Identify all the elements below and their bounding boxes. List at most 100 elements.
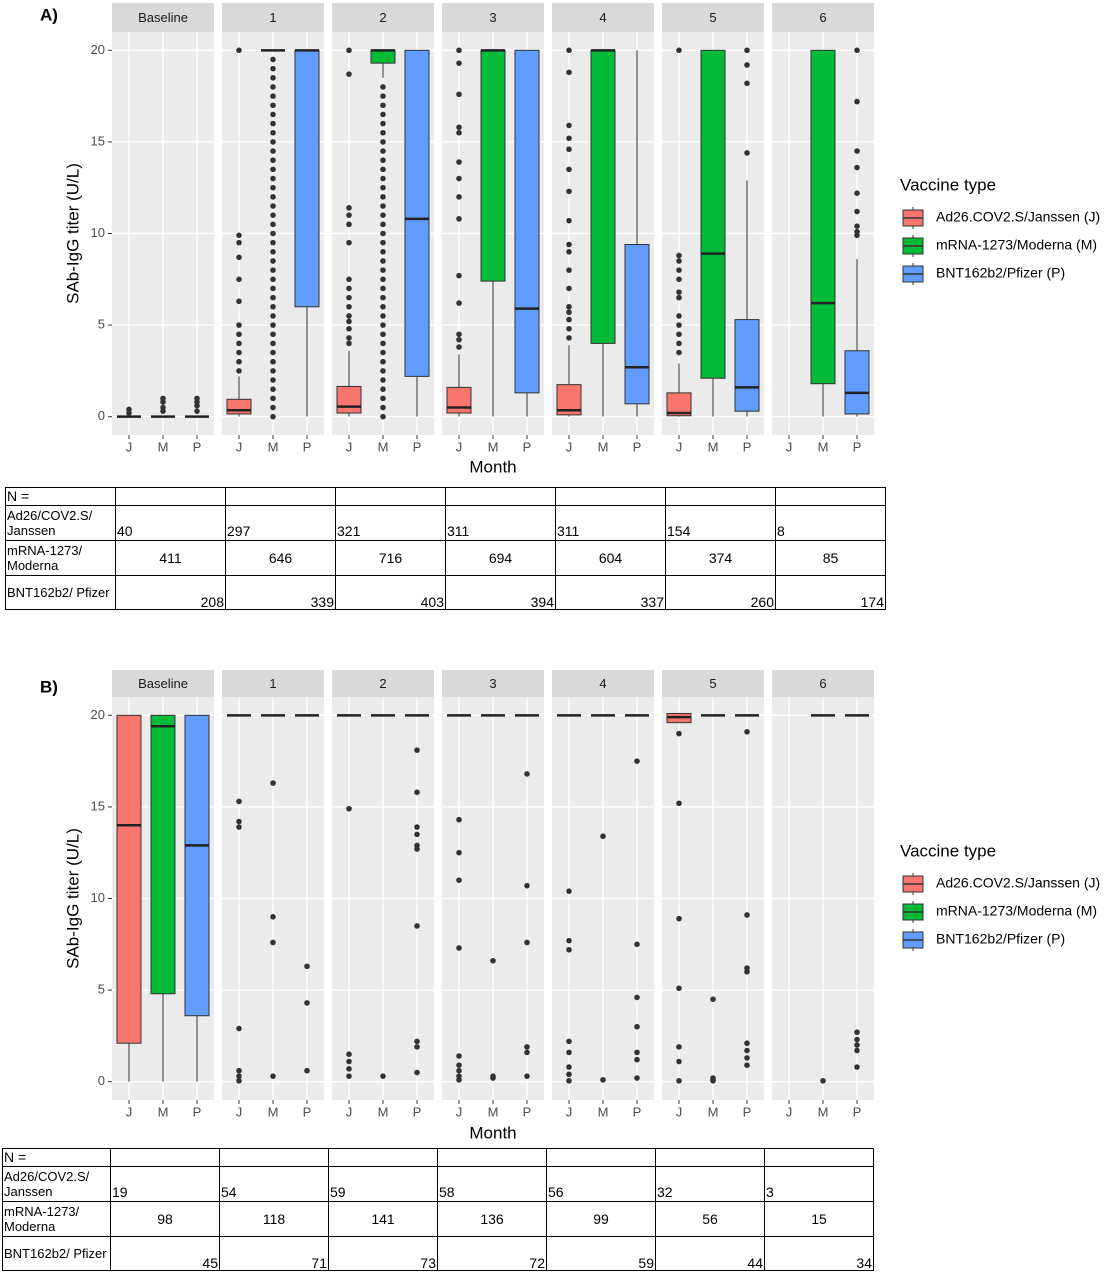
outlier	[566, 47, 572, 54]
outlier	[236, 331, 242, 338]
outlier	[854, 1036, 860, 1043]
facet-label: 5	[709, 676, 716, 691]
strip-bg	[112, 670, 214, 697]
outlier	[414, 846, 420, 852]
outlier	[270, 157, 276, 164]
facet-label: 5	[709, 10, 716, 25]
table-cell	[438, 1149, 547, 1167]
x-tick-label: P	[413, 439, 422, 454]
strip-bg	[442, 3, 544, 32]
outlier	[456, 159, 462, 165]
legend-label: Ad26.COV2.S/Janssen (J)	[936, 209, 1100, 225]
outlier	[456, 1077, 462, 1083]
outlier	[236, 1077, 242, 1084]
outlier	[676, 322, 682, 328]
outlier	[270, 184, 276, 191]
outlier	[744, 1040, 750, 1047]
outlier	[414, 747, 420, 753]
x-tick-label: J	[566, 1104, 573, 1119]
table-value: 44	[656, 1237, 765, 1271]
outlier	[346, 1066, 352, 1072]
x-tick-label: J	[456, 439, 463, 454]
outlier	[270, 230, 276, 237]
outlier	[236, 349, 242, 356]
table-value: 45	[111, 1237, 220, 1271]
outlier	[744, 150, 750, 156]
strip-bg	[222, 670, 324, 697]
outlier	[456, 331, 462, 338]
outlier	[854, 1042, 860, 1048]
outlier	[634, 758, 640, 764]
outlier	[744, 1062, 750, 1068]
row-label: Ad26/COV2.S/ Janssen	[6, 506, 116, 541]
box	[150, 714, 176, 995]
outlier	[380, 249, 386, 255]
strip-bg	[112, 3, 214, 32]
outlier	[854, 1047, 860, 1054]
box	[370, 49, 396, 64]
x-tick-label: J	[346, 1104, 353, 1119]
outlier	[160, 395, 166, 402]
outlier	[414, 1069, 420, 1076]
table-value: 32	[656, 1167, 765, 1202]
outlier	[524, 1044, 530, 1050]
box	[624, 243, 650, 405]
x-tick-label: M	[378, 439, 389, 454]
outlier	[634, 1023, 640, 1030]
outlier	[414, 1044, 420, 1050]
table-value: 136	[438, 1202, 547, 1237]
x-tick-label: P	[193, 439, 202, 454]
outlier	[380, 148, 386, 154]
table-value: 56	[547, 1167, 656, 1202]
outlier	[270, 349, 276, 356]
table-header-row: N =	[6, 488, 886, 506]
outlier	[380, 395, 386, 402]
outlier	[380, 111, 386, 118]
table-value: 260	[666, 576, 776, 610]
box	[700, 49, 726, 379]
outlier	[346, 318, 352, 325]
x-tick-label: P	[193, 1104, 202, 1119]
outlier	[566, 267, 572, 273]
table-cell	[776, 488, 886, 506]
outlier	[270, 102, 276, 109]
table-value: 154	[666, 506, 776, 541]
table-row: Ad26/COV2.S/ Janssen 40 297 321 311 311 154 8	[6, 506, 886, 541]
x-tick-label: M	[818, 439, 829, 454]
outlier	[456, 849, 462, 856]
outlier	[236, 798, 242, 805]
outlier	[566, 888, 572, 894]
outlier	[380, 322, 386, 328]
table-row: BNT162b2/ Pfizer 45 71 73 72 59 44 34	[3, 1237, 874, 1271]
outlier	[270, 276, 276, 283]
table-value: 374	[666, 541, 776, 576]
table-cell	[666, 488, 776, 506]
table-value: 297	[226, 506, 336, 541]
outlier	[270, 175, 276, 182]
outlier	[270, 404, 276, 411]
outlier	[160, 404, 166, 411]
outlier	[566, 69, 572, 76]
outlier	[270, 413, 276, 420]
outlier	[236, 1067, 242, 1074]
outlier	[380, 258, 386, 264]
outlier	[566, 303, 572, 310]
row-label: BNT162b2/ Pfizer	[3, 1237, 111, 1271]
x-tick-label: J	[126, 439, 133, 454]
x-tick-label: P	[523, 1104, 532, 1119]
table-value: 311	[556, 506, 666, 541]
outlier	[854, 228, 860, 235]
y-tick-label: 15	[91, 133, 105, 148]
outlier	[566, 1038, 572, 1045]
outlier	[676, 331, 682, 338]
table-value: 72	[438, 1237, 547, 1271]
outlier	[744, 1047, 750, 1054]
outlier	[270, 340, 276, 347]
y-tick-label: 5	[98, 317, 105, 332]
outlier	[270, 1073, 276, 1079]
strip-bg	[772, 3, 874, 32]
x-tick-label: J	[786, 1104, 793, 1119]
outlier	[270, 267, 276, 273]
outlier	[566, 122, 572, 129]
outlier	[380, 93, 386, 99]
